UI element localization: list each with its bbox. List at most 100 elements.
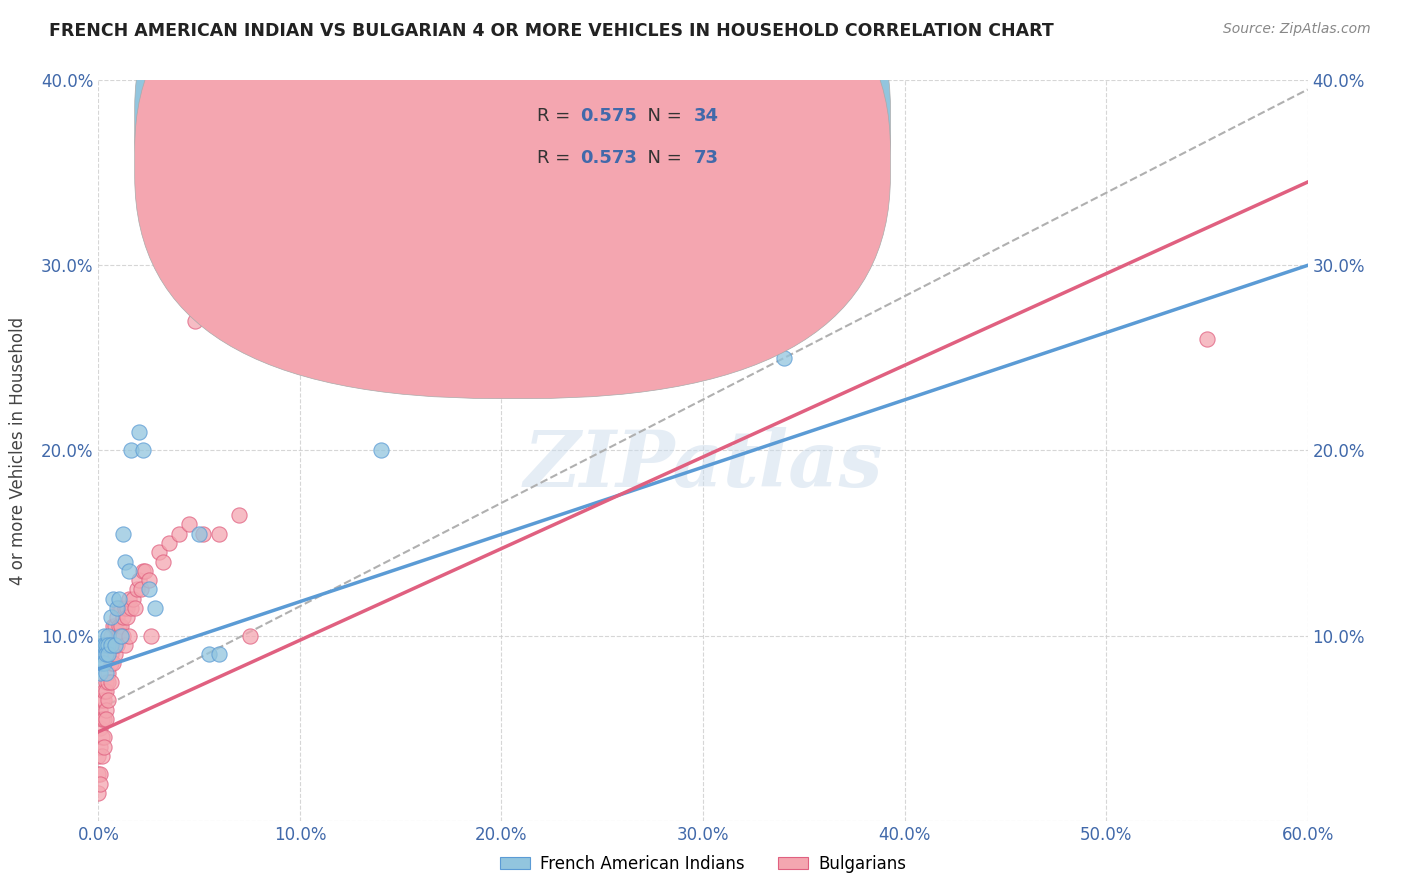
Point: [114, 600, 136, 615]
Point: [208, 647, 231, 661]
Point: [118, 564, 141, 578]
Text: R =: R =: [537, 107, 576, 125]
Point: [103, 647, 125, 661]
Text: 34: 34: [693, 107, 718, 125]
Point: [138, 582, 160, 597]
Point: [97, 647, 120, 661]
Point: [179, 517, 201, 532]
Point: [132, 443, 155, 458]
Point: [87, 767, 110, 781]
Point: [89, 647, 111, 661]
Point: [105, 610, 128, 624]
Point: [96, 665, 118, 680]
Point: [101, 638, 124, 652]
Point: [228, 508, 250, 523]
Point: [184, 314, 207, 328]
Point: [129, 582, 152, 597]
Point: [370, 323, 392, 337]
FancyBboxPatch shape: [474, 91, 800, 206]
Text: 73: 73: [693, 149, 718, 167]
Y-axis label: 4 or more Vehicles in Household: 4 or more Vehicles in Household: [10, 317, 27, 584]
Point: [110, 628, 132, 642]
Point: [93, 712, 115, 726]
Point: [97, 628, 120, 642]
Point: [128, 425, 150, 439]
Point: [100, 674, 122, 689]
Point: [118, 628, 141, 642]
Point: [91, 712, 114, 726]
Text: ZIPatlas: ZIPatlas: [523, 427, 883, 503]
Point: [107, 628, 129, 642]
Point: [103, 638, 125, 652]
Point: [96, 684, 118, 698]
Point: [278, 351, 301, 365]
Point: [120, 443, 142, 458]
Point: [107, 600, 129, 615]
Point: [89, 721, 111, 735]
Point: [91, 638, 114, 652]
Point: [89, 767, 111, 781]
Point: [87, 748, 110, 763]
Point: [89, 703, 111, 717]
Point: [97, 674, 120, 689]
Point: [103, 619, 125, 633]
Point: [115, 610, 138, 624]
Point: [100, 647, 122, 661]
Point: [91, 693, 114, 707]
Point: [120, 600, 142, 615]
Text: N =: N =: [637, 107, 688, 125]
Point: [93, 739, 115, 754]
Point: [157, 536, 180, 550]
Point: [111, 526, 134, 541]
Point: [121, 591, 143, 606]
FancyBboxPatch shape: [135, 0, 890, 358]
Point: [97, 638, 120, 652]
Point: [110, 600, 132, 615]
Point: [110, 619, 132, 633]
Point: [198, 647, 221, 661]
Point: [93, 657, 115, 671]
Point: [91, 657, 114, 671]
Point: [103, 638, 125, 652]
Point: [93, 628, 115, 642]
Point: [115, 600, 138, 615]
Text: 0.575: 0.575: [579, 107, 637, 125]
Point: [138, 573, 160, 587]
Point: [107, 591, 129, 606]
Point: [128, 573, 150, 587]
Point: [96, 703, 118, 717]
Point: [101, 619, 124, 633]
Point: [114, 638, 136, 652]
Point: [114, 554, 136, 569]
Point: [208, 526, 231, 541]
Point: [89, 776, 111, 791]
Point: [105, 600, 128, 615]
Point: [105, 628, 128, 642]
Point: [100, 628, 122, 642]
Point: [124, 600, 146, 615]
Point: [111, 628, 134, 642]
Point: [105, 638, 128, 652]
Text: R =: R =: [537, 149, 576, 167]
Point: [239, 628, 262, 642]
Point: [100, 610, 122, 624]
Legend: French American Indians, Bulgarians: French American Indians, Bulgarians: [494, 848, 912, 880]
Point: [152, 554, 174, 569]
Text: Source: ZipAtlas.com: Source: ZipAtlas.com: [1223, 22, 1371, 37]
Point: [143, 600, 166, 615]
Point: [1195, 332, 1218, 346]
Point: [188, 526, 211, 541]
Point: [96, 647, 118, 661]
Point: [193, 526, 215, 541]
Point: [125, 582, 148, 597]
Point: [100, 638, 122, 652]
Point: [132, 564, 155, 578]
Point: [101, 591, 124, 606]
Point: [93, 638, 115, 652]
Point: [87, 786, 110, 800]
Point: [89, 665, 111, 680]
Point: [370, 443, 392, 458]
Point: [148, 545, 170, 559]
Point: [167, 526, 190, 541]
Point: [118, 591, 141, 606]
